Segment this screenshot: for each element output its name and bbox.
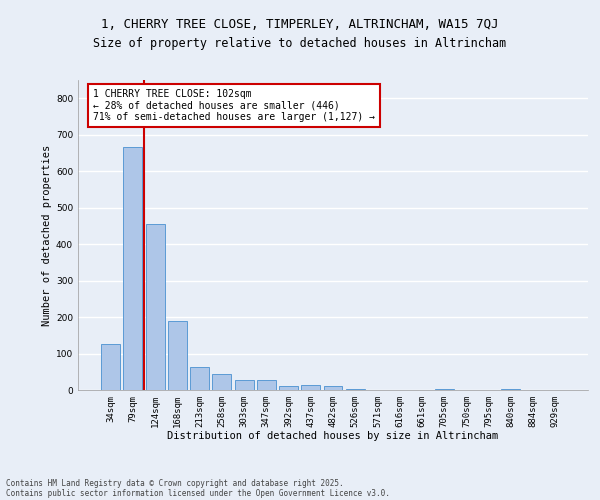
Bar (346, 389, 365, 390)
Bar (301, 386, 320, 390)
Bar (168, 322, 187, 390)
Bar (323, 386, 343, 390)
Text: 1 CHERRY TREE CLOSE: 102sqm
← 28% of detached houses are smaller (446)
71% of se: 1 CHERRY TREE CLOSE: 102sqm ← 28% of det… (94, 90, 376, 122)
Bar (101, 344, 120, 390)
Bar (235, 380, 254, 390)
Bar (279, 386, 298, 390)
Bar (146, 224, 164, 390)
Bar (124, 148, 142, 390)
Text: Contains HM Land Registry data © Crown copyright and database right 2025.: Contains HM Land Registry data © Crown c… (6, 478, 344, 488)
Bar (257, 380, 276, 390)
Bar (502, 388, 520, 390)
Bar (212, 374, 231, 390)
Text: 1, CHERRY TREE CLOSE, TIMPERLEY, ALTRINCHAM, WA15 7QJ: 1, CHERRY TREE CLOSE, TIMPERLEY, ALTRINC… (101, 18, 499, 30)
Bar (190, 368, 209, 390)
Bar (435, 388, 454, 390)
Y-axis label: Number of detached properties: Number of detached properties (42, 144, 52, 326)
Text: Size of property relative to detached houses in Altrincham: Size of property relative to detached ho… (94, 38, 506, 51)
X-axis label: Distribution of detached houses by size in Altrincham: Distribution of detached houses by size … (167, 432, 499, 442)
Text: Contains public sector information licensed under the Open Government Licence v3: Contains public sector information licen… (6, 488, 390, 498)
